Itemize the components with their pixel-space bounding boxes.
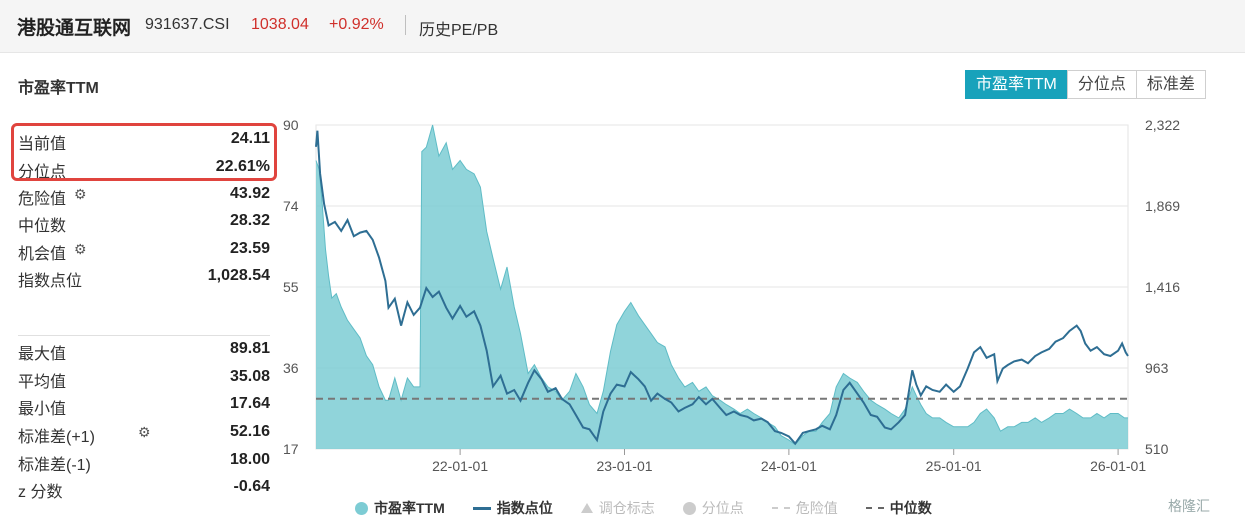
gear-icon[interactable]: ⚙ — [74, 241, 87, 257]
stat-value: 1,028.54 — [207, 267, 270, 284]
stat-value: 89.81 — [229, 340, 270, 357]
stat-row: 中位数 28.32 — [18, 210, 270, 235]
stats-divider — [18, 335, 270, 336]
stat-label: 标准差(-1) — [18, 457, 91, 474]
stat-row: 最小值 17.64 — [18, 393, 270, 418]
legend-dash-icon — [865, 507, 884, 509]
valuation-card — [0, 52, 1245, 523]
index-line — [315, 130, 1129, 446]
stat-value: -0.64 — [233, 478, 270, 495]
legend-item[interactable]: 市盈率TTM — [355, 498, 445, 518]
watermark: 格隆汇 — [1168, 498, 1210, 514]
y-right-tick-label: 510 — [1145, 441, 1169, 457]
stat-row: 标准差(-1) 18.00 — [18, 449, 270, 474]
stat-row: 机会值 ⚙ 23.59 — [18, 238, 270, 263]
stat-row: 最大值 89.81 — [18, 338, 270, 363]
x-tick-label: 23-01-01 — [596, 458, 652, 474]
y-right-tick-label: 2,322 — [1145, 117, 1180, 133]
legend-item[interactable]: 中位数 — [865, 498, 932, 518]
pe-line — [315, 124, 1128, 446]
stat-row: z 分数 -0.64 — [18, 476, 270, 501]
stat-label: 标准差(+1) — [18, 429, 95, 446]
y-left-tick-label: 90 — [283, 117, 299, 133]
x-tick-label: 22-01-01 — [432, 458, 488, 474]
legend-triangle-icon — [580, 503, 593, 513]
stat-label: 中位数 — [18, 218, 67, 235]
legend-label: 中位数 — [889, 500, 932, 516]
legend-dot-icon — [682, 501, 696, 515]
legend-item[interactable]: 危险值 — [771, 498, 838, 518]
panel-title: 市盈率TTM — [18, 80, 99, 97]
legend-label: 指数点位 — [496, 500, 553, 516]
index-code: 931637.CSI — [145, 16, 230, 33]
y-left-tick-label: 36 — [283, 360, 299, 376]
legend-item[interactable]: 调仓标志 — [580, 498, 655, 518]
legend-label: 市盈率TTM — [374, 500, 445, 516]
metric-tabs: 市盈率TTM 分位点 标准差 — [965, 70, 1206, 99]
history-pe-pb-link[interactable]: 历史PE/PB — [419, 22, 499, 39]
legend-label: 分位点 — [701, 500, 744, 516]
header-divider — [405, 15, 406, 35]
stat-row: 当前值 24.11 — [18, 128, 270, 153]
y-right-tick-label: 963 — [1145, 360, 1169, 376]
legend-label: 危险值 — [795, 500, 838, 516]
gear-icon[interactable]: ⚙ — [138, 424, 151, 440]
stat-value: 17.64 — [229, 395, 270, 412]
x-tick-label: 24-01-01 — [761, 458, 817, 474]
current-value-highlight — [11, 123, 277, 181]
legend-item[interactable]: 分位点 — [682, 498, 744, 518]
stat-label: 平均值 — [18, 374, 67, 391]
tab-percentile[interactable]: 分位点 — [1066, 70, 1137, 99]
stat-value: 22.61% — [215, 158, 270, 175]
stat-row: 分位点 22.61% — [18, 156, 270, 181]
stat-label: 指数点位 — [18, 273, 83, 290]
y-left-tick-label: 55 — [283, 279, 299, 295]
stat-value: 43.92 — [229, 185, 270, 202]
pe-area — [316, 125, 1128, 449]
stat-row: 标准差(+1) ⚙ 52.16 — [18, 421, 270, 446]
index-price: 1038.04 — [251, 16, 309, 33]
stat-label: 当前值 — [18, 136, 67, 153]
stat-value: 18.00 — [229, 451, 270, 468]
legend-line-icon — [472, 506, 491, 510]
gear-icon[interactable]: ⚙ — [74, 186, 87, 202]
stat-value: 28.32 — [229, 212, 270, 229]
stat-value: 52.16 — [229, 423, 270, 440]
stat-label: 最大值 — [18, 346, 67, 363]
stat-row: 危险值 ⚙ 43.92 — [18, 183, 270, 208]
stat-value: 24.11 — [230, 130, 270, 147]
stat-label: z 分数 — [18, 484, 63, 501]
stat-label: 最小值 — [18, 401, 67, 418]
tab-std-dev[interactable]: 标准差 — [1135, 70, 1206, 99]
stat-label: 机会值 — [18, 246, 67, 263]
stat-value: 35.08 — [229, 368, 270, 385]
stat-row: 指数点位 1,028.54 — [18, 265, 270, 290]
legend-dash-icon — [771, 507, 790, 509]
y-left-tick-label: 74 — [283, 198, 299, 214]
stat-row: 平均值 35.08 — [18, 366, 270, 391]
stat-value: 23.59 — [229, 240, 270, 257]
legend-item[interactable]: 指数点位 — [472, 498, 553, 518]
y-right-tick-label: 1,869 — [1145, 198, 1180, 214]
y-left-tick-label: 17 — [283, 441, 299, 457]
stat-label: 分位点 — [18, 164, 67, 181]
x-tick-label: 26-01-01 — [1090, 458, 1146, 474]
index-name: 港股通互联网 — [17, 18, 132, 39]
stat-label: 危险值 — [18, 191, 67, 208]
legend-label: 调仓标志 — [598, 500, 655, 516]
legend-dot-icon — [355, 501, 368, 515]
x-tick-label: 25-01-01 — [926, 458, 982, 474]
chart-legend: 市盈率TTM 指数点位 调仓标志 分位点 危险值 中位数 — [355, 498, 960, 518]
y-right-tick-label: 1,416 — [1145, 279, 1180, 295]
index-change: +0.92% — [329, 16, 384, 33]
index-header: 港股通互联网 931637.CSI 1038.04 +0.92% 历史PE/PB — [0, 0, 1245, 53]
